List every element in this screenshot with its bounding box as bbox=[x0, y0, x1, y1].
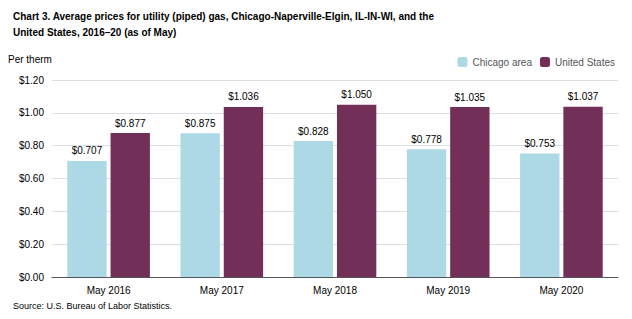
svg-text:$0.778: $0.778 bbox=[411, 134, 442, 145]
svg-text:$0.753: $0.753 bbox=[524, 138, 555, 149]
svg-text:May 2018: May 2018 bbox=[313, 285, 357, 296]
svg-text:Per therm: Per therm bbox=[8, 54, 52, 65]
svg-text:$1.050: $1.050 bbox=[341, 89, 372, 100]
svg-text:$1.00: $1.00 bbox=[19, 107, 44, 118]
svg-text:United States, 2016–20 (as of: United States, 2016–20 (as of May) bbox=[13, 27, 176, 38]
svg-text:Source: U.S. Bureau of Labor S: Source: U.S. Bureau of Labor Statistics. bbox=[13, 301, 172, 311]
svg-text:$1.035: $1.035 bbox=[455, 92, 486, 103]
svg-text:$0.707: $0.707 bbox=[72, 145, 103, 156]
svg-text:May 2020: May 2020 bbox=[539, 285, 583, 296]
svg-text:$1.036: $1.036 bbox=[228, 91, 259, 102]
svg-text:$0.60: $0.60 bbox=[19, 173, 44, 184]
svg-text:$1.20: $1.20 bbox=[19, 75, 44, 86]
svg-text:United States: United States bbox=[555, 57, 615, 68]
svg-text:$0.20: $0.20 bbox=[19, 239, 44, 250]
svg-text:Chart 3. Average prices for ut: Chart 3. Average prices for utility (pip… bbox=[13, 11, 434, 22]
svg-text:$0.40: $0.40 bbox=[19, 206, 44, 217]
svg-text:$0.875: $0.875 bbox=[185, 118, 216, 129]
svg-text:Chicago area: Chicago area bbox=[472, 57, 532, 68]
svg-text:$0.828: $0.828 bbox=[298, 126, 329, 137]
svg-text:$1.037: $1.037 bbox=[568, 91, 599, 102]
svg-text:$0.80: $0.80 bbox=[19, 140, 44, 151]
svg-text:$0.00: $0.00 bbox=[19, 272, 44, 283]
svg-text:May 2017: May 2017 bbox=[200, 285, 244, 296]
svg-text:$0.877: $0.877 bbox=[115, 118, 146, 129]
svg-text:May 2016: May 2016 bbox=[87, 285, 131, 296]
svg-text:May 2019: May 2019 bbox=[426, 285, 470, 296]
